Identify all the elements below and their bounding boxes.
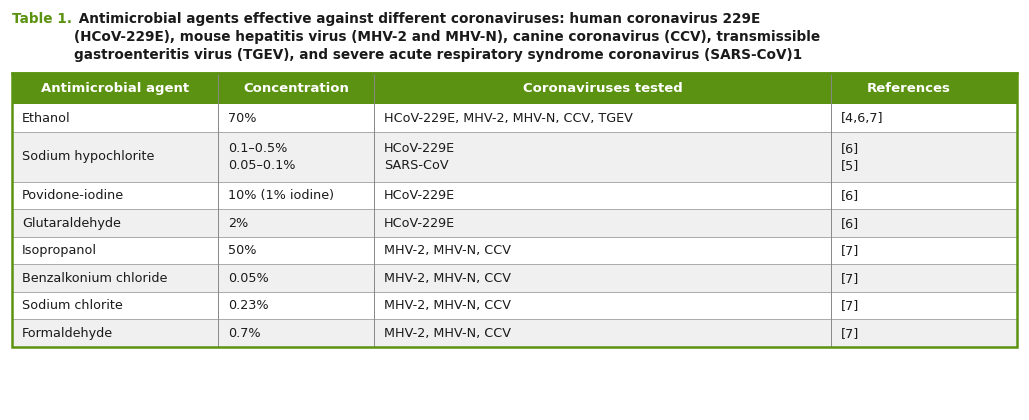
Text: 0.7%: 0.7% bbox=[228, 327, 260, 340]
Bar bbox=[12, 74, 1017, 347]
Text: 70%: 70% bbox=[228, 112, 256, 125]
Text: MHV-2, MHV-N, CCV: MHV-2, MHV-N, CCV bbox=[384, 299, 510, 312]
Text: Sodium chlorite: Sodium chlorite bbox=[22, 299, 122, 312]
Text: Coronaviruses tested: Coronaviruses tested bbox=[523, 82, 682, 95]
Text: [6]: [6] bbox=[841, 217, 859, 230]
Text: Povidone-iodine: Povidone-iodine bbox=[22, 189, 125, 202]
Text: 0.1–0.5%
0.05–0.1%: 0.1–0.5% 0.05–0.1% bbox=[228, 142, 295, 172]
Text: Antimicrobial agents effective against different coronaviruses: human coronaviru: Antimicrobial agents effective against d… bbox=[74, 12, 820, 62]
Text: MHV-2, MHV-N, CCV: MHV-2, MHV-N, CCV bbox=[384, 244, 510, 257]
Text: References: References bbox=[867, 82, 951, 95]
Text: HCoV-229E: HCoV-229E bbox=[384, 189, 455, 202]
Text: Sodium hypochlorite: Sodium hypochlorite bbox=[22, 150, 154, 163]
Text: [7]: [7] bbox=[841, 244, 859, 257]
Bar bbox=[12, 182, 1017, 210]
Text: 10% (1% iodine): 10% (1% iodine) bbox=[228, 189, 334, 202]
Bar bbox=[12, 320, 1017, 347]
Text: 0.05%: 0.05% bbox=[228, 272, 269, 285]
Text: Antimicrobial agent: Antimicrobial agent bbox=[41, 82, 189, 95]
Text: [7]: [7] bbox=[841, 272, 859, 285]
Text: [6]: [6] bbox=[841, 189, 859, 202]
Text: MHV-2, MHV-N, CCV: MHV-2, MHV-N, CCV bbox=[384, 272, 510, 285]
Text: Table 1.: Table 1. bbox=[12, 12, 72, 26]
Text: Ethanol: Ethanol bbox=[22, 112, 71, 125]
Text: Glutaraldehyde: Glutaraldehyde bbox=[22, 217, 120, 230]
Text: Formaldehyde: Formaldehyde bbox=[22, 327, 113, 340]
Bar bbox=[12, 74, 1017, 105]
Bar bbox=[12, 105, 1017, 132]
Bar bbox=[12, 265, 1017, 292]
Text: Benzalkonium chloride: Benzalkonium chloride bbox=[22, 272, 168, 285]
Text: [4,6,7]: [4,6,7] bbox=[841, 112, 884, 125]
Text: [6]
[5]: [6] [5] bbox=[841, 142, 859, 172]
Text: [7]: [7] bbox=[841, 327, 859, 340]
Text: HCoV-229E
SARS-CoV: HCoV-229E SARS-CoV bbox=[384, 142, 455, 172]
Text: 50%: 50% bbox=[228, 244, 256, 257]
Text: MHV-2, MHV-N, CCV: MHV-2, MHV-N, CCV bbox=[384, 327, 510, 340]
Text: 2%: 2% bbox=[228, 217, 248, 230]
Bar bbox=[12, 210, 1017, 237]
Text: [7]: [7] bbox=[841, 299, 859, 312]
Text: Isopropanol: Isopropanol bbox=[22, 244, 97, 257]
Bar bbox=[12, 292, 1017, 320]
Text: Concentration: Concentration bbox=[243, 82, 349, 95]
Text: 0.23%: 0.23% bbox=[228, 299, 269, 312]
Bar bbox=[12, 132, 1017, 182]
Bar bbox=[12, 237, 1017, 265]
Text: HCoV-229E, MHV-2, MHV-N, CCV, TGEV: HCoV-229E, MHV-2, MHV-N, CCV, TGEV bbox=[384, 112, 633, 125]
Text: HCoV-229E: HCoV-229E bbox=[384, 217, 455, 230]
